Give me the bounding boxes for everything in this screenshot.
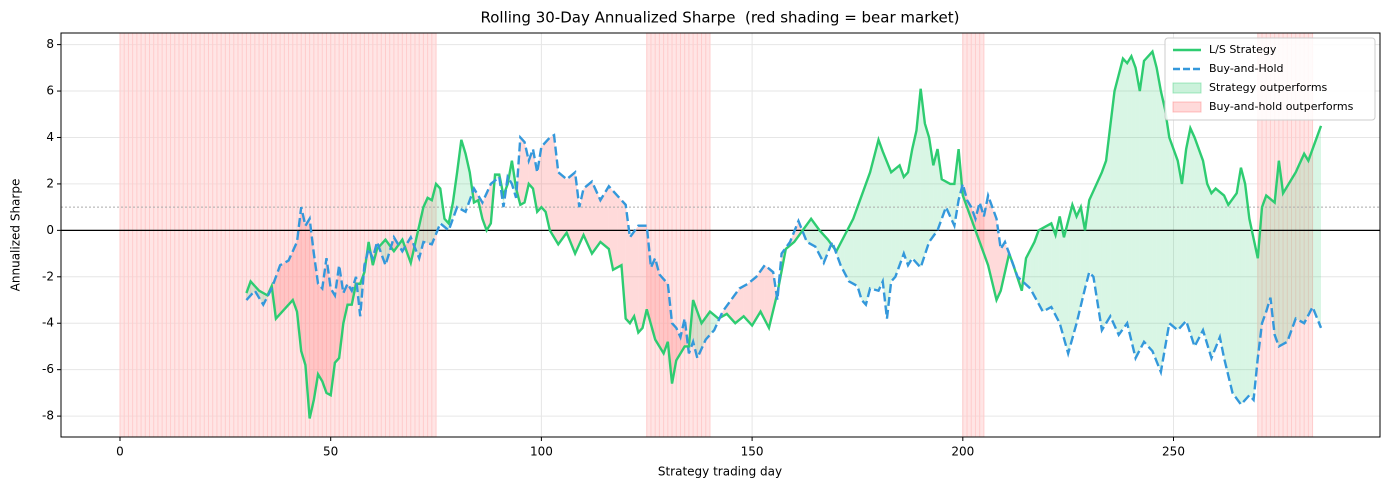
strategy-outperforms-fill bbox=[1220, 192, 1224, 358]
strategy-outperforms-fill bbox=[1157, 68, 1161, 372]
strategy-outperforms-fill bbox=[1283, 186, 1287, 344]
strategy-outperforms-fill bbox=[887, 162, 891, 319]
legend-label: Buy-and-hold outperforms bbox=[1209, 100, 1354, 113]
x-tick-label: 50 bbox=[323, 445, 338, 459]
strategy-outperforms-fill bbox=[1119, 59, 1123, 335]
x-tick-label: 200 bbox=[951, 445, 974, 459]
strategy-outperforms-fill bbox=[1292, 172, 1296, 330]
x-tick-label: 150 bbox=[741, 445, 764, 459]
bear-region bbox=[647, 33, 710, 437]
strategy-outperforms-fill bbox=[1102, 161, 1106, 330]
strategy-outperforms-fill bbox=[1169, 137, 1177, 330]
strategy-outperforms-fill bbox=[1068, 205, 1072, 354]
chart-title: Rolling 30-Day Annualized Sharpe (red sh… bbox=[481, 9, 960, 27]
strategy-outperforms-fill bbox=[1308, 149, 1312, 315]
y-tick-label: -8 bbox=[42, 409, 54, 423]
legend-swatch bbox=[1173, 102, 1201, 112]
x-tick-label: 0 bbox=[116, 445, 124, 459]
strategy-outperforms-fill bbox=[1043, 223, 1051, 311]
strategy-outperforms-fill bbox=[1165, 110, 1169, 348]
strategy-outperforms-fill bbox=[1123, 59, 1127, 329]
strategy-outperforms-fill bbox=[1266, 196, 1270, 312]
strategy-outperforms-fill bbox=[857, 196, 861, 300]
strategy-outperforms-fill bbox=[1161, 91, 1165, 372]
x-tick-label: 100 bbox=[530, 445, 553, 459]
strategy-outperforms-fill bbox=[1216, 189, 1220, 348]
bh-outperforms-fill bbox=[630, 232, 634, 324]
strategy-outperforms-fill bbox=[1241, 168, 1245, 405]
strategy-outperforms-fill bbox=[1115, 75, 1119, 335]
strategy-outperforms-fill bbox=[925, 124, 929, 255]
strategy-outperforms-fill bbox=[1039, 228, 1043, 312]
legend-label: Strategy outperforms bbox=[1209, 81, 1328, 94]
y-tick-label: -4 bbox=[42, 316, 54, 330]
bh-outperforms-fill bbox=[617, 196, 621, 268]
strategy-outperforms-fill bbox=[1064, 221, 1068, 353]
x-axis-label: Strategy trading day bbox=[658, 465, 782, 479]
bh-outperforms-fill bbox=[600, 186, 608, 249]
x-tick-label: 250 bbox=[1162, 445, 1185, 459]
strategy-outperforms-fill bbox=[1262, 196, 1266, 324]
strategy-outperforms-fill bbox=[866, 172, 870, 304]
strategy-outperforms-fill bbox=[1237, 168, 1241, 405]
bh-outperforms-fill bbox=[541, 142, 545, 212]
strategy-outperforms-fill bbox=[1136, 68, 1140, 358]
strategy-outperforms-fill bbox=[1072, 205, 1076, 339]
bh-outperforms-fill bbox=[284, 261, 288, 310]
strategy-outperforms-fill bbox=[891, 169, 895, 282]
bh-outperforms-fill bbox=[659, 274, 663, 353]
strategy-outperforms-fill bbox=[1051, 223, 1055, 315]
legend-swatch bbox=[1173, 83, 1201, 93]
strategy-outperforms-fill bbox=[1313, 126, 1321, 328]
strategy-outperforms-fill bbox=[862, 184, 866, 305]
legend-label: Buy-and-Hold bbox=[1209, 62, 1284, 75]
bh-outperforms-fill bbox=[638, 226, 642, 333]
bh-outperforms-fill bbox=[310, 219, 314, 419]
strategy-outperforms-fill bbox=[1211, 189, 1215, 358]
legend-label: L/S Strategy bbox=[1209, 43, 1277, 56]
y-tick-label: -2 bbox=[42, 269, 54, 283]
strategy-outperforms-fill bbox=[1203, 161, 1207, 344]
strategy-outperforms-fill bbox=[1304, 154, 1308, 323]
bear-region bbox=[120, 33, 436, 437]
y-tick-label: 0 bbox=[46, 223, 54, 237]
strategy-outperforms-fill bbox=[895, 165, 899, 276]
strategy-outperforms-fill bbox=[1207, 184, 1211, 358]
strategy-outperforms-fill bbox=[1287, 179, 1291, 342]
strategy-outperforms-fill bbox=[900, 165, 904, 265]
strategy-outperforms-fill bbox=[1249, 219, 1253, 400]
bh-outperforms-fill bbox=[550, 135, 554, 237]
strategy-outperforms-fill bbox=[1224, 196, 1228, 376]
strategy-outperforms-fill bbox=[904, 172, 908, 265]
strategy-outperforms-fill bbox=[1233, 193, 1237, 398]
y-tick-label: 2 bbox=[46, 176, 54, 190]
y-tick-label: 6 bbox=[46, 84, 54, 98]
strategy-outperforms-fill bbox=[950, 184, 954, 226]
legend: L/S Strategy Buy-and-Hold Strategy outperf… bbox=[1165, 38, 1375, 120]
strategy-outperforms-fill bbox=[1140, 61, 1144, 350]
strategy-outperforms-fill bbox=[879, 140, 883, 291]
strategy-outperforms-fill bbox=[870, 140, 878, 291]
strategy-outperforms-fill bbox=[1127, 56, 1131, 340]
bh-outperforms-fill bbox=[626, 205, 630, 323]
y-tick-label: 8 bbox=[46, 37, 54, 51]
bh-outperforms-fill bbox=[739, 286, 743, 320]
strategy-outperforms-fill bbox=[1296, 154, 1304, 323]
y-tick-label: -6 bbox=[42, 362, 54, 376]
bh-outperforms-fill bbox=[748, 280, 752, 325]
y-axis-label: Annualized Sharpe bbox=[9, 179, 23, 292]
strategy-outperforms-fill bbox=[1195, 137, 1203, 346]
strategy-outperforms-fill bbox=[1152, 52, 1156, 362]
strategy-outperforms-fill bbox=[1178, 161, 1182, 330]
strategy-outperforms-fill bbox=[1228, 199, 1232, 393]
strategy-outperforms-fill bbox=[1144, 52, 1152, 352]
bh-outperforms-fill bbox=[318, 284, 322, 382]
strategy-outperforms-fill bbox=[849, 219, 853, 284]
strategy-outperforms-fill bbox=[428, 198, 432, 244]
strategy-outperforms-fill bbox=[1190, 128, 1194, 346]
bh-outperforms-fill bbox=[520, 137, 524, 204]
y-tick-label: 4 bbox=[46, 130, 54, 144]
bh-outperforms-fill bbox=[280, 263, 284, 314]
